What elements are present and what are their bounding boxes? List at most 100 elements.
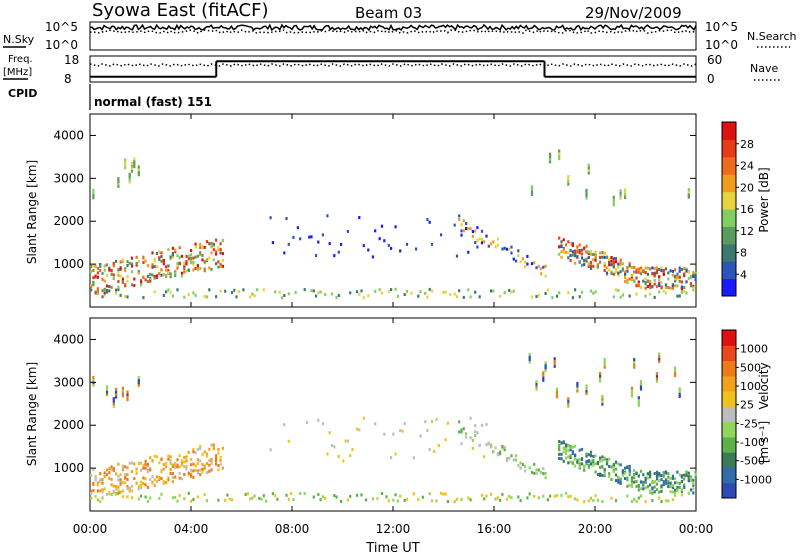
echo-cell xyxy=(162,258,165,262)
echo-cell xyxy=(603,264,606,268)
echo-cell xyxy=(594,250,597,254)
echo-cell xyxy=(126,487,129,490)
echo-cell xyxy=(674,275,677,279)
echo-cell xyxy=(140,494,143,498)
echo-cell xyxy=(599,459,602,463)
echo-cell xyxy=(219,251,222,255)
echo-cell xyxy=(596,265,599,268)
echo-cell xyxy=(658,282,661,286)
echo-cell xyxy=(112,402,115,406)
echo-cell xyxy=(599,456,602,460)
echo-cell xyxy=(258,496,261,500)
echo-cell xyxy=(190,472,193,476)
echo-cell xyxy=(126,473,129,477)
echo-cell xyxy=(217,451,220,455)
echo-cell xyxy=(360,493,363,497)
echo-cell xyxy=(671,476,674,480)
echo-cell xyxy=(312,289,315,293)
echo-cell xyxy=(187,450,190,454)
echo-cell xyxy=(162,467,165,471)
echo-cell xyxy=(392,498,395,502)
echo-cell xyxy=(215,238,218,242)
echo-cell xyxy=(158,256,161,260)
echo-cell xyxy=(565,491,568,495)
echo-cell xyxy=(676,481,679,485)
echo-cell xyxy=(614,479,618,482)
echo-cell xyxy=(646,472,649,476)
echo-cell xyxy=(165,481,168,485)
power-colorbar-swatch xyxy=(722,209,736,227)
echo-cell xyxy=(283,294,286,297)
echo-cell xyxy=(137,381,140,385)
echo-cell xyxy=(167,476,170,480)
echo-cell xyxy=(124,161,127,164)
echo-cell xyxy=(644,282,647,286)
echo-cell xyxy=(108,266,111,270)
echo-cell xyxy=(112,397,115,401)
echo-cell xyxy=(230,291,234,295)
echo-cell xyxy=(560,255,563,259)
echo-cell xyxy=(692,487,695,491)
echo-cell xyxy=(674,369,677,372)
echo-cell xyxy=(587,252,590,256)
echo-cell xyxy=(483,455,486,459)
echo-cell xyxy=(637,485,640,489)
echo-cell xyxy=(542,472,545,476)
echo-cell xyxy=(587,499,590,503)
echo-cell xyxy=(635,472,638,475)
velocity-colorbar-swatch xyxy=(722,482,736,499)
echo-cell xyxy=(90,265,93,268)
echo-cell xyxy=(571,445,574,449)
echo-cell xyxy=(394,493,397,497)
echo-cell xyxy=(599,256,602,260)
echo-cell xyxy=(205,471,209,474)
echo-cell xyxy=(535,387,538,391)
echo-cell xyxy=(326,214,329,218)
echo-cell xyxy=(128,261,131,265)
echo-cell xyxy=(174,461,177,465)
echo-cell xyxy=(655,488,659,492)
echo-cell xyxy=(667,277,670,281)
echo-cell xyxy=(103,293,106,297)
echo-cell xyxy=(99,479,102,483)
echo-cell xyxy=(192,498,195,501)
echo-cell xyxy=(383,239,386,243)
echo-cell xyxy=(128,488,131,492)
echo-cell xyxy=(512,289,515,293)
echo-cell xyxy=(639,385,643,389)
echo-cell xyxy=(185,464,188,468)
echo-cell xyxy=(594,290,597,294)
echo-cell xyxy=(587,171,590,175)
echo-cell xyxy=(540,272,543,276)
echo-cell xyxy=(319,498,322,502)
echo-cell xyxy=(115,472,118,476)
echo-cell xyxy=(333,445,336,449)
echo-cell xyxy=(676,294,679,298)
echo-cell xyxy=(417,498,420,501)
time-tick-label: 04:00 xyxy=(174,522,209,536)
echo-cell xyxy=(592,291,595,295)
echo-cell xyxy=(655,372,659,376)
echo-cell xyxy=(199,447,202,451)
echo-cell xyxy=(644,286,647,290)
echo-cell xyxy=(678,294,681,298)
echo-cell xyxy=(165,465,168,469)
echo-cell xyxy=(101,490,104,494)
echo-cell xyxy=(621,268,624,272)
echo-cell xyxy=(435,417,438,421)
echo-cell xyxy=(569,249,572,252)
echo-cell xyxy=(515,454,518,458)
echo-cell xyxy=(576,387,579,390)
echo-cell xyxy=(426,295,429,299)
echo-cell xyxy=(219,263,222,267)
echo-cell xyxy=(158,496,161,500)
echo-cell xyxy=(619,262,622,266)
echo-cell xyxy=(578,251,581,255)
power-colorbar-tick-label: 4 xyxy=(740,268,747,281)
echo-cell xyxy=(187,254,190,258)
echo-cell xyxy=(558,457,561,460)
echo-cell xyxy=(517,249,520,253)
echo-cell xyxy=(337,455,340,458)
echo-cell xyxy=(215,459,218,463)
